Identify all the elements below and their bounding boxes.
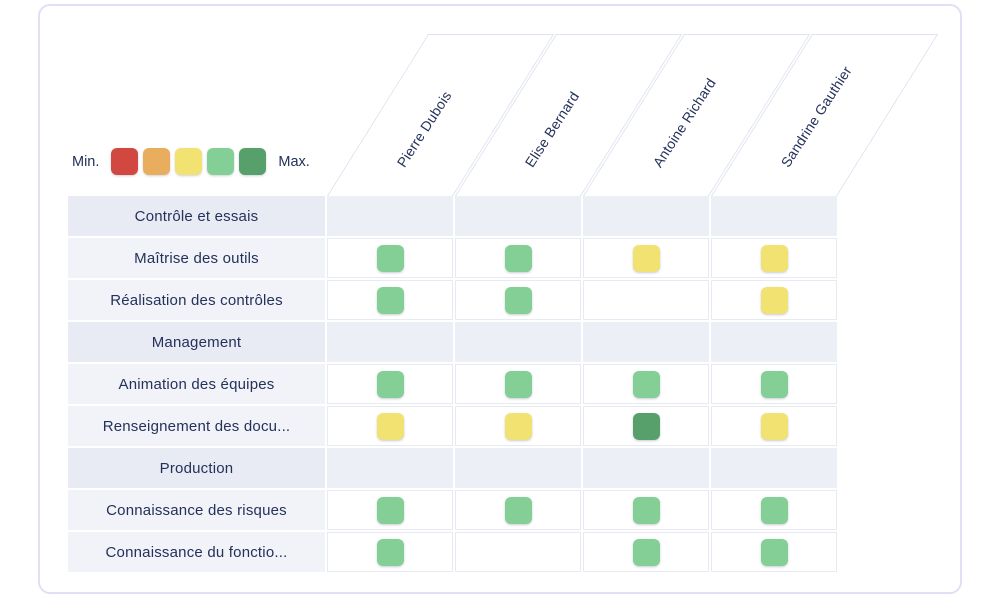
category-cell [455,448,581,488]
category-row-label: Production [68,448,325,488]
skill-cell[interactable] [711,364,837,404]
skill-row-label: Connaissance du fonctio... [68,532,325,572]
category-cell [327,448,453,488]
skill-cell[interactable] [583,364,709,404]
skill-cell[interactable] [327,238,453,278]
category-cell [455,322,581,362]
legend-scale [111,148,267,175]
skill-level-square[interactable] [504,244,532,272]
skill-cell[interactable] [711,490,837,530]
skill-cell[interactable] [583,532,709,572]
skill-level-square[interactable] [760,370,788,398]
skill-level-square[interactable] [632,412,660,440]
skill-level-square[interactable] [376,496,404,524]
skill-cell[interactable] [327,406,453,446]
category-row-label: Contrôle et essais [68,196,325,236]
skill-cell[interactable] [327,532,453,572]
skill-level-square[interactable] [632,496,660,524]
category-row-label: Management [68,322,325,362]
skill-cell[interactable] [583,280,709,320]
skill-cell[interactable] [455,490,581,530]
legend-swatch [239,148,267,175]
skill-level-square[interactable] [632,538,660,566]
category-cell [327,196,453,236]
skill-cell[interactable] [327,280,453,320]
skill-row-label: Réalisation des contrôles [68,280,325,320]
category-cell [455,196,581,236]
matrix-grid: Contrôle et essais Maîtrise des outils Réa… [68,196,837,572]
skill-level-square[interactable] [760,244,788,272]
skill-level-square[interactable] [376,538,404,566]
legend-swatch [111,148,139,175]
skill-level-square[interactable] [760,286,788,314]
skill-cell[interactable] [711,532,837,572]
skill-level-square[interactable] [504,370,532,398]
legend: Min. Max. [72,148,310,175]
skill-row-label: Animation des équipes [68,364,325,404]
skill-row-label: Connaissance des risques [68,490,325,530]
skill-level-square[interactable] [760,538,788,566]
skill-level-square[interactable] [760,496,788,524]
skill-cell[interactable] [455,280,581,320]
legend-swatch [143,148,171,175]
legend-min-label: Min. [72,153,100,170]
legend-max-label: Max. [278,153,310,170]
skill-row-label: Renseignement des docu... [68,406,325,446]
skill-cell[interactable] [583,490,709,530]
skill-cell[interactable] [583,238,709,278]
skill-cell[interactable] [711,238,837,278]
skill-level-square[interactable] [632,244,660,272]
legend-swatch [207,148,235,175]
skill-cell[interactable] [583,406,709,446]
category-cell [327,322,453,362]
category-cell [583,196,709,236]
skills-matrix-card: Pierre Dubois Elise Bernard Antoine Richar… [38,4,962,594]
category-cell [711,448,837,488]
skill-cell[interactable] [455,364,581,404]
skill-cell[interactable] [327,364,453,404]
skill-level-square[interactable] [632,370,660,398]
skill-cell[interactable] [455,238,581,278]
skill-cell[interactable] [711,280,837,320]
skill-level-square[interactable] [504,496,532,524]
skill-cell[interactable] [711,406,837,446]
skill-level-square[interactable] [504,412,532,440]
skill-level-square[interactable] [760,412,788,440]
category-cell [583,322,709,362]
skill-level-square[interactable] [376,370,404,398]
skill-level-square[interactable] [376,286,404,314]
skill-level-square[interactable] [376,412,404,440]
skill-level-square[interactable] [376,244,404,272]
skill-level-square[interactable] [504,286,532,314]
skill-cell[interactable] [455,406,581,446]
skill-row-label: Maîtrise des outils [68,238,325,278]
skill-cell[interactable] [327,490,453,530]
skill-cell[interactable] [455,532,581,572]
category-cell [711,322,837,362]
category-cell [711,196,837,236]
category-cell [583,448,709,488]
legend-swatch [175,148,203,175]
